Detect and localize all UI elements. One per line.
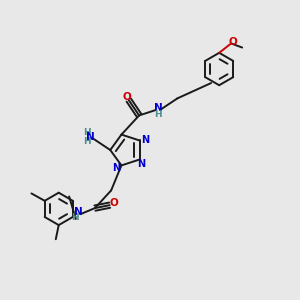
Text: N: N xyxy=(86,132,95,142)
Text: H: H xyxy=(154,110,162,119)
Text: H: H xyxy=(83,128,91,137)
Text: N: N xyxy=(137,159,145,169)
Text: H: H xyxy=(83,137,91,146)
Text: O: O xyxy=(228,37,237,47)
Text: O: O xyxy=(122,92,131,102)
Text: N: N xyxy=(112,163,120,173)
Text: H: H xyxy=(71,213,79,222)
Text: N: N xyxy=(74,207,82,217)
Text: O: O xyxy=(109,198,118,208)
Text: N: N xyxy=(141,135,149,145)
Text: N: N xyxy=(154,103,163,113)
